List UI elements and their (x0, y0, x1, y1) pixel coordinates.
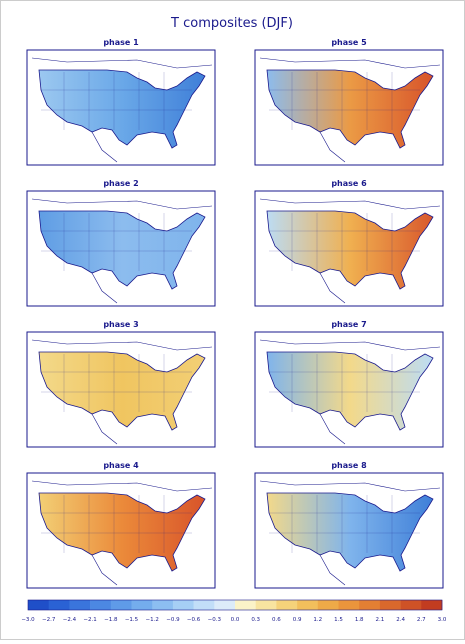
colorbar-tick-label: 0.0 (231, 617, 240, 623)
panel-title: phase 8 (331, 461, 367, 470)
colorbar-tick-label: −1.5 (125, 617, 139, 623)
colorbar-swatch (276, 600, 298, 610)
colorbar-tick-label: 2.1 (376, 617, 385, 623)
mexico-coast (319, 413, 346, 445)
us-map (38, 69, 206, 149)
canada-coast (259, 198, 441, 210)
colorbar-tick-label: −0.3 (208, 617, 222, 623)
canada-coast (259, 339, 441, 351)
colorbar-swatch (338, 600, 360, 610)
colorbar-tick-label: 0.6 (272, 617, 281, 623)
us-map (266, 69, 434, 149)
mexico-coast (91, 554, 118, 586)
us-map (38, 351, 206, 431)
colorbar-swatch (214, 600, 236, 610)
colorbar-tick-label: 3.0 (438, 617, 447, 623)
colorbar-tick-label: 2.4 (396, 617, 405, 623)
mexico-coast (319, 554, 346, 586)
colorbar-tick-label: −2.1 (83, 617, 96, 623)
colorbar-tick-label: −3.0 (21, 617, 35, 623)
colorbar-tick-label: −2.4 (63, 617, 77, 623)
panel-title: phase 4 (103, 461, 139, 470)
colorbar-tick-label: 2.7 (417, 617, 426, 623)
mexico-coast (319, 131, 346, 163)
us-map (266, 492, 434, 572)
canada-coast (259, 57, 441, 69)
colorbar-swatch (110, 600, 132, 610)
mexico-coast (91, 272, 118, 304)
colorbar-swatch (48, 600, 70, 610)
colorbar-swatch (90, 600, 112, 610)
panel-title: phase 5 (331, 38, 367, 47)
mexico-coast (91, 413, 118, 445)
colorbar-tick-label: −2.7 (42, 617, 56, 623)
us-map (266, 351, 434, 431)
colorbar-swatch (379, 600, 401, 610)
colorbar-swatch (255, 600, 277, 610)
colorbar-tick-label: 0.3 (251, 617, 260, 623)
mexico-coast (319, 272, 346, 304)
colorbar-swatch (152, 600, 174, 610)
colorbar-tick-label: 1.5 (334, 617, 343, 623)
colorbar-tick-label: −0.9 (166, 617, 180, 623)
canada-coast (31, 339, 213, 351)
colorbar-swatch (317, 600, 339, 610)
canada-coast (31, 480, 213, 492)
figure-title: T composites (DJF) (170, 16, 293, 31)
colorbar-swatch (131, 600, 153, 610)
us-map (38, 492, 206, 572)
colorbar-tick-label: 1.2 (313, 617, 322, 623)
panel-title: phase 3 (103, 320, 138, 329)
colorbar-tick-label: −1.8 (104, 617, 118, 623)
mexico-coast (91, 131, 118, 163)
colorbar-swatch (421, 600, 443, 610)
panel-title: phase 2 (103, 179, 138, 188)
canada-coast (259, 480, 441, 492)
colorbar-swatch (172, 600, 194, 610)
colorbar-swatch (28, 600, 49, 610)
colorbar-swatch (297, 600, 319, 610)
colorbar-tick-label: −0.6 (187, 617, 201, 623)
panel-title: phase 1 (103, 38, 139, 47)
colorbar-swatch (359, 600, 381, 610)
colorbar-swatch (193, 600, 215, 610)
us-map (266, 210, 434, 290)
colorbar-swatch (235, 600, 256, 610)
panel-title: phase 6 (331, 179, 367, 188)
canada-coast (31, 57, 213, 69)
canada-coast (31, 198, 213, 210)
colorbar-tick-label: 0.9 (293, 617, 302, 623)
us-map (38, 210, 206, 290)
colorbar-swatch (400, 600, 422, 610)
colorbar-swatch (69, 600, 91, 610)
colorbar-frame (27, 599, 443, 611)
panel-title: phase 7 (331, 320, 366, 329)
colorbar-tick-label: 1.8 (355, 617, 364, 623)
colorbar-tick-label: −1.2 (146, 617, 159, 623)
